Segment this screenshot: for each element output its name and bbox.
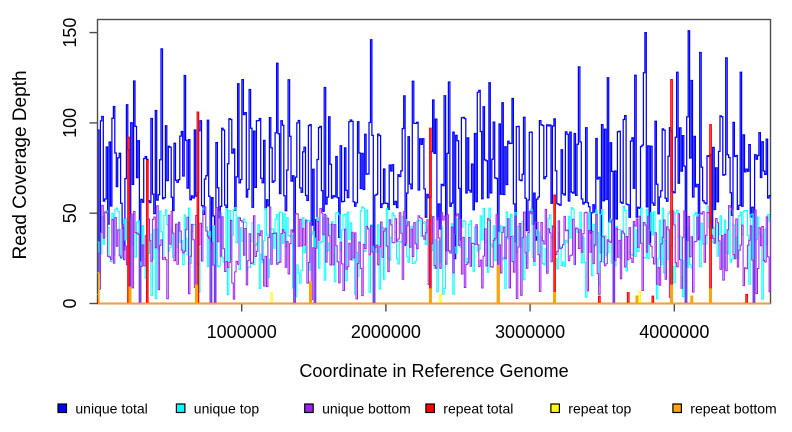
svg-text:1000000: 1000000 [207, 322, 277, 342]
svg-text:unique top: unique top [194, 401, 260, 417]
svg-text:100: 100 [60, 108, 80, 138]
svg-text:Read Coverage Depth: Read Coverage Depth [10, 70, 31, 259]
svg-text:150: 150 [60, 18, 80, 48]
svg-text:3000000: 3000000 [495, 322, 565, 342]
svg-text:Coordinate in Reference Genome: Coordinate in Reference Genome [299, 361, 568, 381]
svg-text:unique total: unique total [75, 401, 147, 417]
svg-text:repeat top: repeat top [568, 401, 631, 417]
svg-text:2000000: 2000000 [351, 322, 421, 342]
svg-text:repeat total: repeat total [443, 401, 513, 417]
svg-text:4000000: 4000000 [639, 322, 709, 342]
svg-text:repeat bottom: repeat bottom [690, 401, 776, 417]
svg-text:50: 50 [60, 203, 80, 223]
svg-text:unique bottom: unique bottom [322, 401, 411, 417]
svg-text:0: 0 [60, 298, 80, 308]
